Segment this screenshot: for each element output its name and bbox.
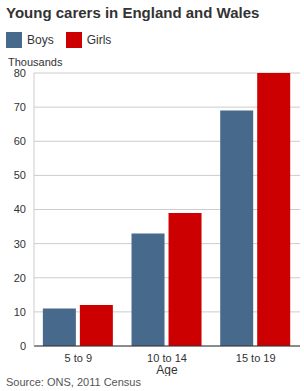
svg-text:10: 10 xyxy=(14,306,26,318)
html-text:Young carers in England and Wa: Young carers in England and Wales xyxy=(6,4,260,21)
html-text:Boys: Boys xyxy=(27,33,54,47)
svg-text:50: 50 xyxy=(14,169,26,181)
svg-text:10 to 14: 10 to 14 xyxy=(147,352,187,364)
svg-text:5 to 9: 5 to 9 xyxy=(65,352,93,364)
html-text:Thousands: Thousands xyxy=(8,56,63,68)
html-text:Girls: Girls xyxy=(86,33,112,47)
svg-text:40: 40 xyxy=(14,203,26,215)
html-text:Source: ONS, 2011 Census: Source: ONS, 2011 Census xyxy=(6,376,141,388)
svg-text:15 to 19: 15 to 19 xyxy=(236,352,276,364)
svg-text:30: 30 xyxy=(14,238,26,250)
svg-text:Age: Age xyxy=(156,363,178,376)
svg-text:80: 80 xyxy=(14,67,26,79)
svg-text:20: 20 xyxy=(14,272,26,284)
svg-text:60: 60 xyxy=(14,135,26,147)
svg-text:70: 70 xyxy=(14,101,26,113)
svg-text:0: 0 xyxy=(20,340,26,352)
